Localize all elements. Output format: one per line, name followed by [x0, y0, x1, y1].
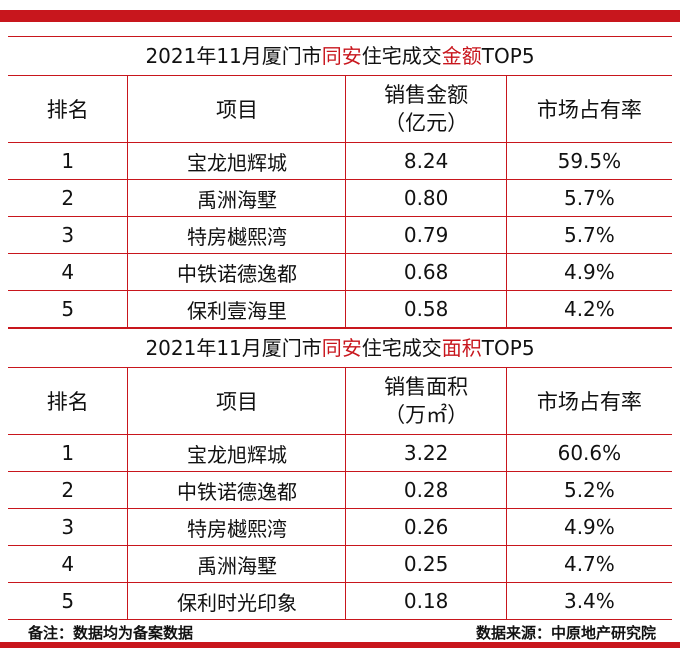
value-cell: 0.26	[345, 509, 505, 545]
value-cell: 0.68	[345, 254, 505, 290]
table-row: 3 特房樾熙湾 0.26 4.9%	[8, 509, 672, 546]
table-row: 5 保利壹海里 0.58 4.2%	[8, 291, 672, 328]
footer-source: 数据来源：中原地产研究院	[475, 624, 656, 642]
value-cell: 0.58	[345, 291, 505, 327]
header-project: 项目	[127, 368, 345, 434]
value-cell: 0.79	[345, 217, 505, 253]
project-cell: 宝龙旭辉城	[127, 143, 345, 179]
share-cell: 4.7%	[505, 546, 672, 582]
table-row: 1 宝龙旭辉城 8.24 59.5%	[8, 143, 672, 180]
project-cell: 特房樾熙湾	[127, 217, 345, 253]
share-cell: 4.9%	[505, 254, 672, 290]
table-row: 2 中铁诺德逸都 0.28 5.2%	[8, 472, 672, 509]
header-rank: 排名	[46, 390, 89, 414]
rank-cell: 3	[61, 223, 75, 247]
header-row: 排名 项目 销售金额 （亿元） 市场占有率	[8, 76, 672, 143]
rank-cell: 4	[61, 260, 75, 284]
table-row: 5 保利时光印象 0.18 3.4%	[8, 583, 672, 620]
footer-note: 备注：数据均为备案数据	[28, 624, 194, 642]
bottom-red-bar	[0, 642, 680, 648]
table-row: 4 禹洲海墅 0.25 4.7%	[8, 546, 672, 583]
table-row: 1 宝龙旭辉城 3.22 60.6%	[8, 435, 672, 472]
footer: 备注：数据均为备案数据 数据来源：中原地产研究院	[0, 620, 680, 642]
value-cell: 0.25	[345, 546, 505, 582]
rank-cell: 2	[61, 478, 75, 502]
project-cell: 禹洲海墅	[127, 546, 345, 582]
header-sales-amount: 销售金额 （亿元）	[345, 76, 505, 142]
title-metric: 面积	[441, 336, 482, 360]
title-prefix: 2021年11月厦门市	[145, 336, 322, 360]
header-market-share: 市场占有率	[505, 76, 672, 142]
value-cell: 0.18	[345, 583, 505, 619]
share-cell: 5.2%	[505, 472, 672, 508]
sales-area-table: 2021年11月厦门市同安住宅成交面积TOP5 排名 项目 销售面积 （万㎡） …	[8, 328, 672, 620]
title-suffix: TOP5	[481, 44, 535, 68]
rank-cell: 1	[61, 149, 75, 173]
header-row: 排名 项目 销售面积 （万㎡） 市场占有率	[8, 368, 672, 435]
header-market-share: 市场占有率	[505, 368, 672, 434]
table-title: 2021年11月厦门市同安住宅成交金额TOP5	[8, 36, 672, 76]
rank-cell: 4	[61, 552, 75, 576]
title-metric: 金额	[441, 44, 482, 68]
share-cell: 59.5%	[505, 143, 672, 179]
table-row: 3 特房樾熙湾 0.79 5.7%	[8, 217, 672, 254]
title-district: 同安	[321, 44, 362, 68]
share-cell: 5.7%	[505, 180, 672, 216]
project-cell: 保利壹海里	[127, 291, 345, 327]
title-mid: 住宅成交	[361, 44, 442, 68]
title-suffix: TOP5	[481, 336, 535, 360]
share-cell: 4.2%	[505, 291, 672, 327]
share-cell: 5.7%	[505, 217, 672, 253]
table-title: 2021年11月厦门市同安住宅成交面积TOP5	[8, 328, 672, 368]
project-cell: 中铁诺德逸都	[127, 472, 345, 508]
share-cell: 60.6%	[505, 435, 672, 471]
title-mid: 住宅成交	[361, 336, 442, 360]
top-red-bar	[0, 10, 680, 22]
header-project: 项目	[127, 76, 345, 142]
table-row: 4 中铁诺德逸都 0.68 4.9%	[8, 254, 672, 291]
project-cell: 中铁诺德逸都	[127, 254, 345, 290]
value-cell: 0.80	[345, 180, 505, 216]
project-cell: 禹洲海墅	[127, 180, 345, 216]
share-cell: 3.4%	[505, 583, 672, 619]
title-prefix: 2021年11月厦门市	[145, 44, 322, 68]
rank-cell: 2	[61, 186, 75, 210]
project-cell: 保利时光印象	[127, 583, 345, 619]
share-cell: 4.9%	[505, 509, 672, 545]
rank-cell: 5	[61, 297, 75, 321]
rank-cell: 5	[61, 589, 75, 613]
sales-amount-table: 2021年11月厦门市同安住宅成交金额TOP5 排名 项目 销售金额 （亿元） …	[8, 36, 672, 328]
header-sales-area: 销售面积 （万㎡）	[345, 368, 505, 434]
title-district: 同安	[321, 336, 362, 360]
project-cell: 宝龙旭辉城	[127, 435, 345, 471]
value-cell: 8.24	[345, 143, 505, 179]
rank-cell: 1	[61, 441, 75, 465]
table-row: 2 禹洲海墅 0.80 5.7%	[8, 180, 672, 217]
value-cell: 3.22	[345, 435, 505, 471]
value-cell: 0.28	[345, 472, 505, 508]
header-rank: 排名	[46, 98, 89, 122]
rank-cell: 3	[61, 515, 75, 539]
project-cell: 特房樾熙湾	[127, 509, 345, 545]
